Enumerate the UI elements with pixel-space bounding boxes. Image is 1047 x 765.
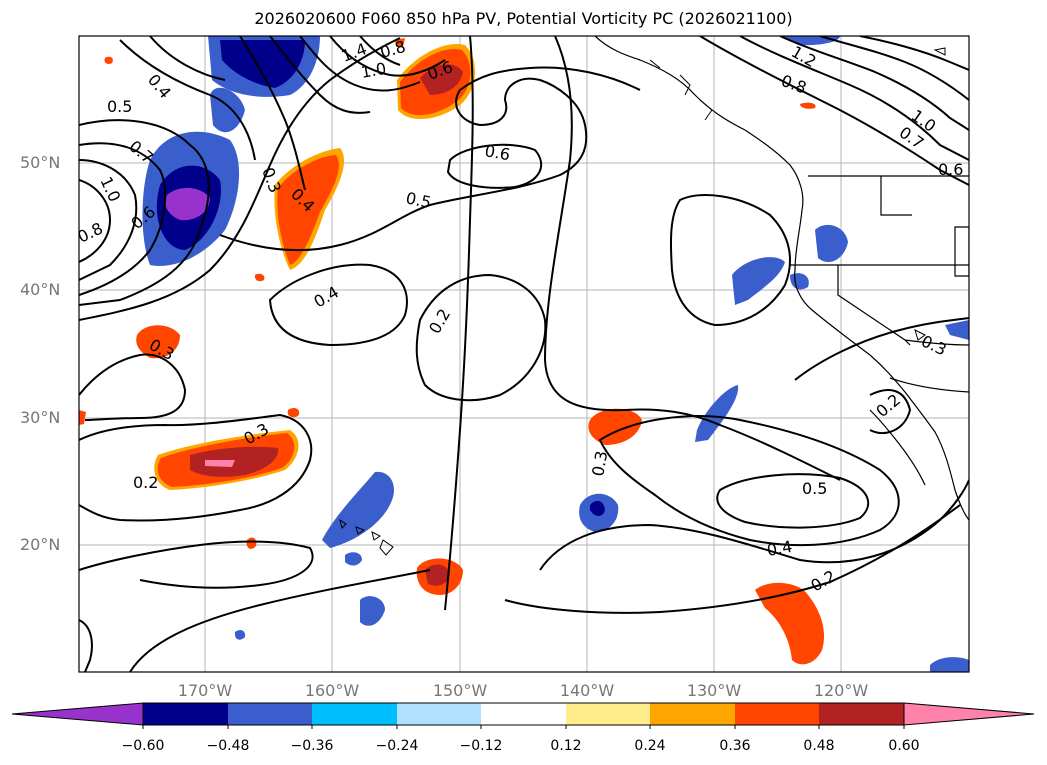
- colorbar: [11, 702, 1035, 729]
- positive-pv-regions: [79, 38, 825, 665]
- colorbar-extend-high: [903, 702, 1035, 726]
- colorbar-segment: [650, 703, 735, 725]
- colorbar-tick-label: 0.48: [803, 738, 835, 754]
- map-frame: [78, 35, 970, 673]
- colorbar-segment: [397, 703, 481, 725]
- contour-label: 0.6: [938, 160, 963, 179]
- colorbar-segment: [481, 703, 566, 725]
- contour-label: 0.4: [765, 537, 793, 560]
- lon-label: 160°W: [304, 681, 360, 700]
- lat-label: 40°N: [20, 280, 61, 299]
- colorbar-tick-label: −0.48: [206, 738, 250, 754]
- colorbar-segment: [566, 703, 650, 725]
- contour-label: 1.0: [359, 59, 387, 82]
- colorbar-tick-label: −0.12: [459, 738, 503, 754]
- contour-label: 0.5: [404, 188, 433, 212]
- contour-label: 0.5: [802, 479, 827, 498]
- colorbar-segment: [312, 703, 397, 725]
- lon-label: 120°W: [813, 681, 869, 700]
- contour-label: 0.6: [483, 141, 511, 164]
- colorbar-tick-label: 0.60: [888, 738, 920, 754]
- colorbar-segment: [228, 703, 312, 725]
- lat-label: 20°N: [20, 535, 61, 554]
- colorbar-segment: [819, 703, 904, 725]
- colorbar-tick-label: 0.36: [719, 738, 751, 754]
- lon-label: 140°W: [559, 681, 615, 700]
- negative-pv-regions: [142, 36, 969, 672]
- coastlines: [594, 36, 969, 521]
- lat-label: 30°N: [20, 408, 61, 427]
- colorbar-tick-label: −0.24: [375, 738, 419, 754]
- colorbar-segment: [143, 703, 228, 725]
- colorbar-tick-label: −0.60: [121, 738, 165, 754]
- colorbar-segment: [735, 703, 819, 725]
- colorbar-tick-label: 0.12: [550, 738, 582, 754]
- contour-label: 0.3: [588, 449, 611, 477]
- pv-contours: [79, 36, 969, 672]
- map-title: 2026020600 F060 850 hPa PV, Potential Vo…: [254, 9, 793, 28]
- colorbar-tick-label: −0.36: [290, 738, 334, 754]
- contour-label: 0.5: [107, 97, 132, 116]
- colorbar-tick-label: 0.24: [634, 738, 666, 754]
- lon-label: 150°W: [432, 681, 488, 700]
- islands: [339, 47, 946, 556]
- lon-label: 130°W: [686, 681, 742, 700]
- lat-label: 50°N: [20, 153, 61, 172]
- contour-label: 0.2: [133, 473, 158, 492]
- colorbar-extend-low: [11, 702, 144, 726]
- lon-label: 170°W: [177, 681, 233, 700]
